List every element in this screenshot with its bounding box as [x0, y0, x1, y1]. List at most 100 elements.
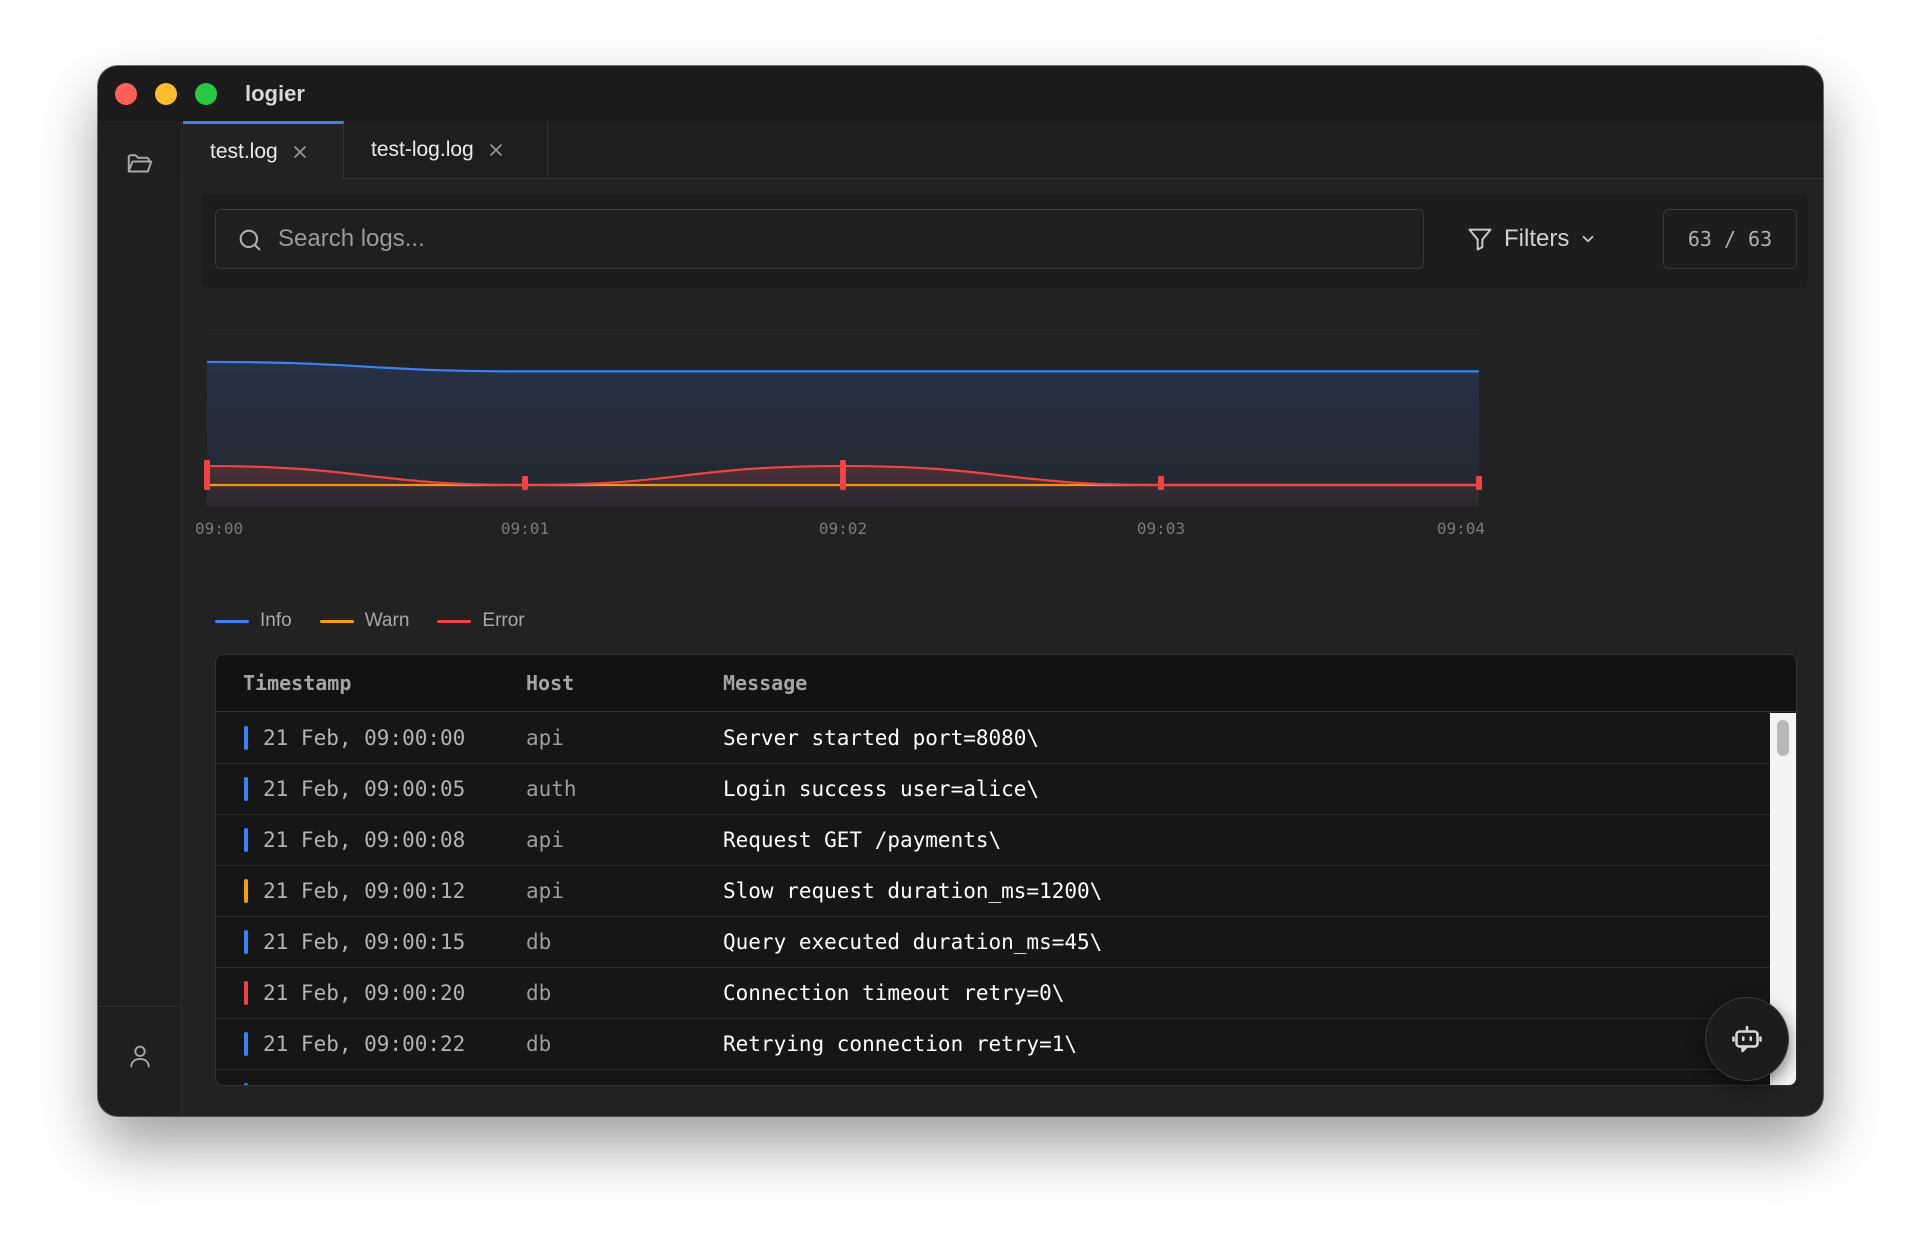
chevron-down-icon	[1582, 235, 1594, 243]
legend-swatch-error	[437, 619, 472, 623]
settings-button[interactable]	[120, 1114, 160, 1116]
level-indicator	[244, 777, 248, 801]
x-tick-label: 09:01	[501, 519, 549, 538]
area-info	[207, 361, 1479, 507]
bot-icon	[1732, 1025, 1762, 1053]
scrollbar-thumb[interactable]	[1777, 720, 1789, 756]
table-body: 21 Feb, 09:00:00 api Server started port=8…	[216, 713, 1771, 1085]
level-indicator	[244, 930, 248, 954]
error-marker[interactable]	[1476, 476, 1482, 490]
error-marker[interactable]	[204, 460, 210, 490]
tab-test-log-log[interactable]: test-log.log	[344, 121, 548, 179]
cell-timestamp: 21 Feb, 09:00:15	[263, 930, 466, 954]
chart-legend: Info Warn Error	[215, 610, 525, 632]
cell-timestamp: 21 Feb, 09:00:08	[263, 828, 466, 852]
maximize-window-button[interactable]	[195, 83, 217, 105]
legend-item-warn: Warn	[319, 610, 410, 632]
filter-icon	[1468, 228, 1492, 251]
cell-host: api	[526, 879, 564, 903]
table-row[interactable]: 21 Feb, 09:00:25 db Connection established…	[216, 1070, 1771, 1085]
search-input[interactable]	[278, 210, 1408, 268]
search-box	[215, 209, 1424, 269]
error-marker[interactable]	[840, 460, 846, 490]
legend-item-error: Error	[437, 610, 525, 632]
error-marker[interactable]	[1158, 476, 1164, 490]
title-bar: logier	[98, 66, 1823, 121]
cell-timestamp: 21 Feb, 09:00:22	[263, 1032, 466, 1056]
x-tick-label: 09:00	[195, 519, 243, 538]
tab-bar: test.log test-log.log	[182, 121, 1823, 180]
x-tick-label: 09:02	[819, 519, 867, 538]
sidebar-divider	[98, 1006, 182, 1007]
tab-label: test.log	[210, 140, 278, 163]
assistant-button[interactable]	[1705, 997, 1789, 1081]
cell-timestamp: 21 Feb, 09:00:25	[263, 1083, 465, 1085]
cell-timestamp: 21 Feb, 09:00:05	[263, 777, 466, 801]
cell-timestamp: 21 Feb, 09:00:20	[263, 981, 466, 1005]
error-marker[interactable]	[522, 476, 528, 490]
cell-message: Connection established\	[723, 1083, 1014, 1085]
cell-message: Retrying connection retry=1\	[723, 1032, 1078, 1056]
cell-host: api	[526, 828, 564, 852]
app-title: logier	[245, 81, 305, 106]
table-header: Timestamp Host Message	[216, 655, 1796, 712]
cell-message: Request GET /payments\	[723, 828, 1002, 852]
tab-label: test-log.log	[371, 138, 474, 161]
legend-swatch-info	[215, 619, 249, 623]
close-icon	[293, 146, 306, 158]
cell-host: db	[526, 981, 552, 1005]
account-button[interactable]	[120, 1036, 160, 1076]
cell-host: auth	[526, 777, 577, 801]
cell-message: Server started port=8080\	[723, 726, 1040, 750]
table-row[interactable]: 21 Feb, 09:00:00 api Server started port=8…	[216, 713, 1771, 764]
legend-item-info: Info	[215, 610, 292, 632]
open-folder-button[interactable]	[120, 144, 160, 184]
x-tick-label: 09:04	[1437, 519, 1485, 538]
cell-host: db	[526, 1032, 552, 1056]
cell-timestamp: 21 Feb, 09:00:00	[263, 726, 466, 750]
cell-timestamp: 21 Feb, 09:00:12	[263, 879, 466, 903]
cell-host: api	[526, 726, 564, 750]
level-indicator	[244, 828, 248, 852]
table-row[interactable]: 21 Feb, 09:00:05 auth Login success user=a…	[216, 764, 1771, 815]
column-header-timestamp[interactable]: Timestamp	[243, 671, 352, 695]
legend-label: Error	[482, 610, 525, 631]
level-indicator	[244, 1032, 248, 1056]
cell-host: db	[526, 1083, 551, 1085]
close-window-button[interactable]	[115, 83, 137, 105]
column-header-host[interactable]: Host	[526, 671, 575, 695]
filters-label: Filters	[1504, 225, 1570, 252]
legend-swatch-warn	[319, 619, 354, 623]
result-counter: 63 / 63	[1663, 209, 1797, 269]
x-tick-label: 09:03	[1137, 519, 1185, 538]
search-toolbar: Filters 63 / 63	[201, 194, 1808, 288]
cell-message: Slow request duration_ms=1200\	[723, 879, 1103, 903]
table-row[interactable]: 21 Feb, 09:00:20 db Connection timeout ret…	[216, 968, 1771, 1019]
legend-label: Info	[260, 610, 292, 631]
user-icon	[130, 1045, 150, 1068]
search-icon	[236, 226, 264, 259]
table-row[interactable]: 21 Feb, 09:00:22 db Retrying connection re…	[216, 1019, 1771, 1070]
table-row[interactable]: 21 Feb, 09:00:12 api Slow request duration…	[216, 866, 1771, 917]
close-tab-button[interactable]	[292, 144, 308, 160]
folder-open-icon	[127, 154, 153, 173]
cell-host: db	[526, 930, 552, 954]
close-icon	[489, 144, 502, 156]
app-window: logier test.log	[98, 66, 1823, 1116]
log-table: Timestamp Host Message 21 Feb, 09:00:00 a…	[215, 654, 1797, 1086]
legend-label: Warn	[364, 610, 410, 631]
column-header-message[interactable]: Message	[723, 671, 808, 695]
table-row[interactable]: 21 Feb, 09:00:08 api Request GET /payments…	[216, 815, 1771, 866]
table-row[interactable]: 21 Feb, 09:00:15 db Query executed duratio…	[216, 917, 1771, 968]
close-tab-button[interactable]	[488, 142, 504, 158]
sidebar	[98, 121, 182, 1116]
level-indicator	[244, 981, 248, 1005]
series-line-info	[206, 360, 1479, 373]
log-volume-chart: 09:00 09:01 09:02 09:03 09:04	[194, 288, 1814, 668]
filters-button[interactable]: Filters	[1466, 209, 1597, 269]
cell-message: Connection timeout retry=0\	[723, 981, 1065, 1005]
tab-test-log[interactable]: test.log	[183, 121, 344, 180]
cell-message: Login success user=alice\	[723, 777, 1040, 801]
minimize-window-button[interactable]	[155, 83, 177, 105]
level-indicator	[244, 726, 248, 750]
